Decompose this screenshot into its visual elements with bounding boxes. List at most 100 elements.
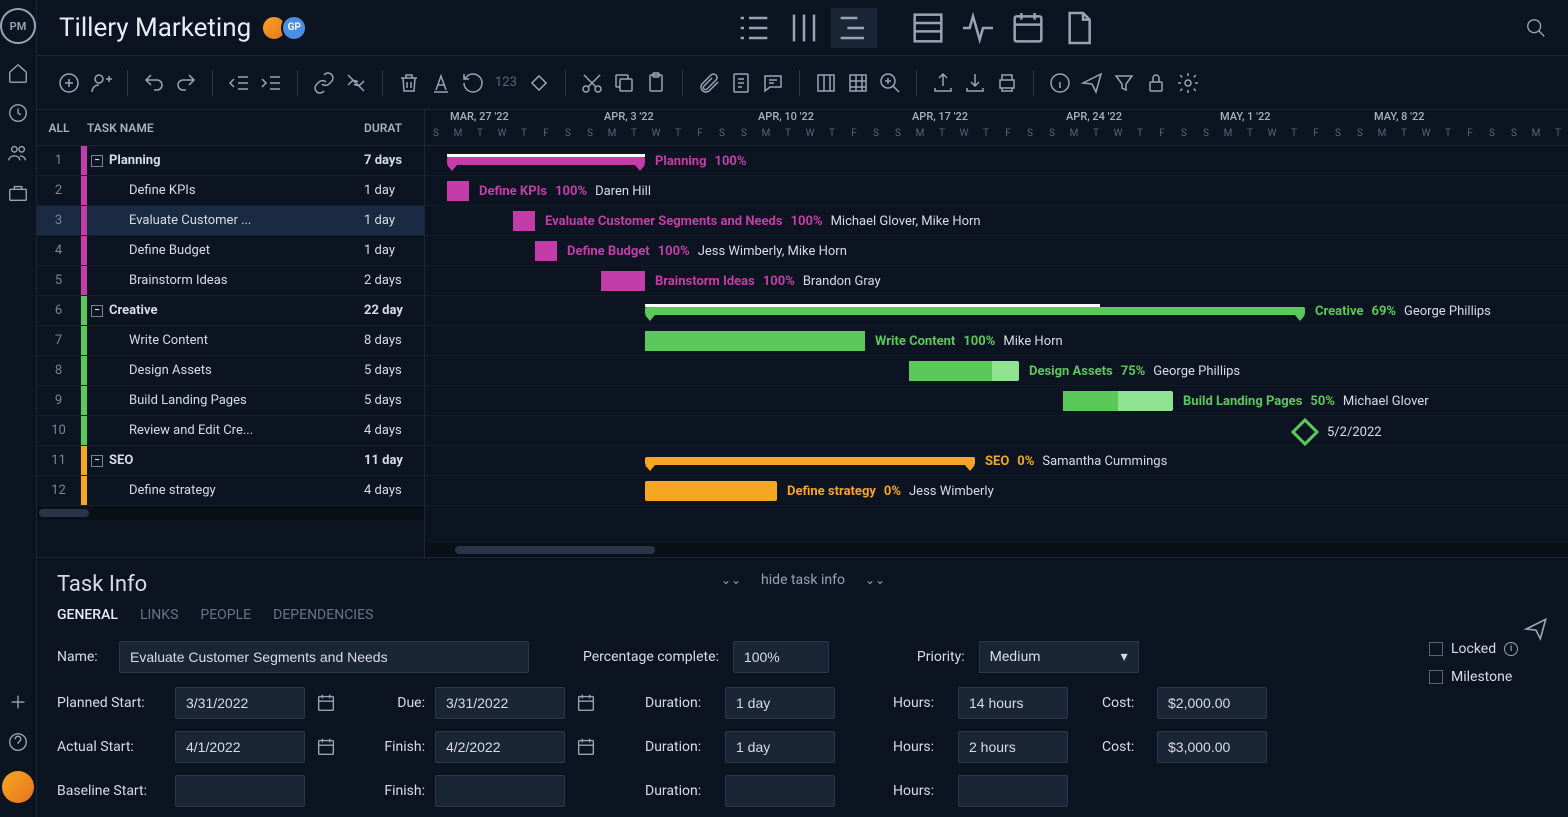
gantt-row[interactable]: Define KPIs100%Daren Hill: [425, 176, 1568, 206]
gantt-row[interactable]: SEO0%Samantha Cummings: [425, 446, 1568, 476]
date-input[interactable]: [435, 775, 565, 807]
task-bar[interactable]: [1063, 391, 1173, 411]
comment-icon[interactable]: [761, 71, 785, 95]
export-icon[interactable]: [931, 71, 955, 95]
grid-h-scrollbar[interactable]: [37, 506, 424, 520]
grid-row[interactable]: 8Design Assets5 days: [37, 356, 424, 386]
duration-input[interactable]: [725, 731, 835, 763]
date-input[interactable]: [175, 775, 305, 807]
lock-icon[interactable]: [1144, 71, 1168, 95]
text-format-icon[interactable]: [429, 71, 453, 95]
task-bar[interactable]: [513, 211, 535, 231]
link-icon[interactable]: [312, 71, 336, 95]
duration-input[interactable]: [725, 775, 835, 807]
calendar-icon[interactable]: [575, 736, 597, 758]
collapse-toggle[interactable]: −: [91, 455, 103, 467]
locked-checkbox-row[interactable]: Locked i: [1429, 641, 1549, 657]
task-bar[interactable]: [645, 481, 777, 501]
home-icon[interactable]: [7, 62, 29, 84]
tab-links[interactable]: LINKS: [140, 607, 178, 623]
filter-icon[interactable]: [1112, 71, 1136, 95]
calendar-icon[interactable]: [315, 736, 337, 758]
hours-input[interactable]: [958, 775, 1068, 807]
user-avatar[interactable]: [2, 771, 34, 803]
add-icon[interactable]: [7, 691, 29, 713]
indent-icon[interactable]: [259, 71, 283, 95]
locked-checkbox[interactable]: [1429, 642, 1443, 656]
summary-bar[interactable]: [447, 157, 645, 165]
import-icon[interactable]: [963, 71, 987, 95]
settings-icon[interactable]: [1176, 71, 1200, 95]
view-board-icon[interactable]: [781, 8, 827, 48]
grid-row[interactable]: 2Define KPIs1 day: [37, 176, 424, 206]
tab-dependencies[interactable]: DEPENDENCIES: [273, 607, 373, 623]
collapse-toggle[interactable]: −: [91, 155, 103, 167]
summary-bar[interactable]: [645, 457, 975, 465]
gantt-row[interactable]: Planning100%: [425, 146, 1568, 176]
copy-icon[interactable]: [612, 71, 636, 95]
date-input[interactable]: [435, 731, 565, 763]
gantt-h-scrollbar[interactable]: [425, 543, 1568, 557]
date-input[interactable]: [435, 687, 565, 719]
gantt-row[interactable]: Write Content100%Mike Horn: [425, 326, 1568, 356]
view-calendar-icon[interactable]: [1005, 8, 1051, 48]
undo-icon[interactable]: [142, 71, 166, 95]
grid-row[interactable]: 7Write Content8 days: [37, 326, 424, 356]
gantt-row[interactable]: Design Assets75%George Phillips: [425, 356, 1568, 386]
date-input[interactable]: [175, 687, 305, 719]
add-task-icon[interactable]: [57, 71, 81, 95]
send-task-icon[interactable]: [1523, 616, 1549, 642]
search-icon[interactable]: [1525, 17, 1547, 39]
task-bar[interactable]: [601, 271, 645, 291]
date-input[interactable]: [175, 731, 305, 763]
collapse-toggle[interactable]: −: [91, 305, 103, 317]
hours-input[interactable]: [958, 731, 1068, 763]
grid-row[interactable]: 12Define strategy4 days: [37, 476, 424, 506]
view-activity-icon[interactable]: [955, 8, 1001, 48]
milestone-marker[interactable]: [1291, 418, 1319, 446]
recent-icon[interactable]: [7, 102, 29, 124]
grid-row[interactable]: 4Define Budget1 day: [37, 236, 424, 266]
gantt-row[interactable]: Brainstorm Ideas100%Brandon Gray: [425, 266, 1568, 296]
gantt-row[interactable]: Build Landing Pages50%Michael Glover: [425, 386, 1568, 416]
grid-row[interactable]: 6−Creative22 day: [37, 296, 424, 326]
duration-input[interactable]: [725, 687, 835, 719]
cut-icon[interactable]: [580, 71, 604, 95]
view-sheet-icon[interactable]: [905, 8, 951, 48]
gantt-row[interactable]: Define strategy0%Jess Wimberly: [425, 476, 1568, 506]
task-bar[interactable]: [909, 361, 1019, 381]
gantt-row[interactable]: Evaluate Customer Segments and Needs100%…: [425, 206, 1568, 236]
delete-icon[interactable]: [397, 71, 421, 95]
tab-general[interactable]: GENERAL: [57, 607, 118, 623]
add-person-icon[interactable]: [89, 71, 113, 95]
unlink-icon[interactable]: [344, 71, 368, 95]
milestone-icon[interactable]: [527, 71, 551, 95]
app-logo[interactable]: PM: [0, 8, 36, 44]
view-gantt-icon[interactable]: [831, 8, 877, 48]
task-bar[interactable]: [645, 331, 865, 351]
briefcase-icon[interactable]: [7, 182, 29, 204]
grid-row[interactable]: 3Evaluate Customer ...1 day: [37, 206, 424, 236]
help-icon[interactable]: [7, 731, 29, 753]
cost-input[interactable]: [1157, 731, 1267, 763]
task-bar[interactable]: [447, 181, 469, 201]
avatar-stack[interactable]: GP: [267, 15, 307, 41]
milestone-checkbox[interactable]: [1429, 670, 1443, 684]
task-bar[interactable]: [535, 241, 557, 261]
people-icon[interactable]: [7, 142, 29, 164]
zoom-icon[interactable]: [878, 71, 902, 95]
task-name-input[interactable]: [119, 641, 529, 673]
redo-icon[interactable]: [174, 71, 198, 95]
print-icon[interactable]: [995, 71, 1019, 95]
pct-complete-input[interactable]: [733, 641, 829, 673]
gantt-row[interactable]: Creative69%George Phillips: [425, 296, 1568, 326]
view-files-icon[interactable]: [1055, 8, 1101, 48]
grid-row[interactable]: 10Review and Edit Cre...4 days: [37, 416, 424, 446]
attachment-icon[interactable]: [697, 71, 721, 95]
hours-input[interactable]: [958, 687, 1068, 719]
note-icon[interactable]: [729, 71, 753, 95]
tab-people[interactable]: PEOPLE: [200, 607, 251, 623]
grid-row[interactable]: 9Build Landing Pages5 days: [37, 386, 424, 416]
locked-info-icon[interactable]: i: [1504, 642, 1518, 656]
grid-row[interactable]: 5Brainstorm Ideas2 days: [37, 266, 424, 296]
